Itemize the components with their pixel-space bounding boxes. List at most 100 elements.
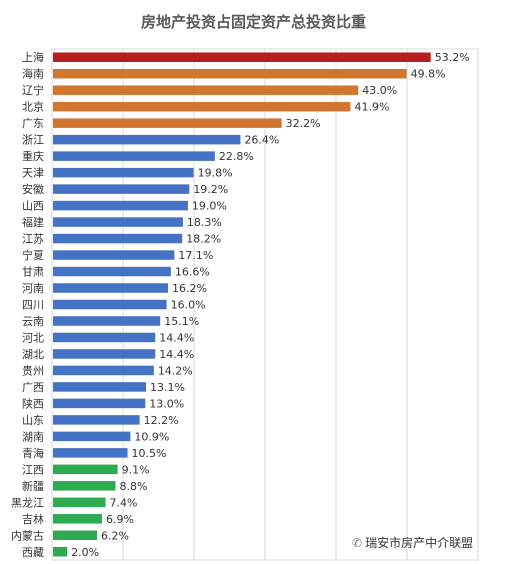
value-label: 19.2% [193, 183, 228, 196]
value-label: 26.4% [244, 134, 279, 147]
value-label: 14.4% [159, 331, 194, 344]
category-label: 山东 [22, 414, 44, 427]
bar [53, 382, 147, 392]
value-label: 41.9% [354, 101, 389, 114]
value-labels: 53.2% 49.8% 43.0% 41.9% 32.2% 26.4% 22.8% 19.8%… [71, 51, 469, 559]
category-label: 新疆 [22, 479, 44, 493]
bar [53, 497, 106, 508]
bar [53, 68, 407, 79]
category-label: 吉林 [22, 512, 44, 526]
value-label: 16.6% [175, 266, 210, 279]
bar [53, 514, 102, 524]
category-label: 北京 [22, 100, 44, 114]
value-label: 22.8% [219, 150, 254, 163]
bar [53, 151, 215, 161]
value-label: 13.1% [150, 381, 185, 394]
category-label: 河南 [22, 282, 44, 295]
category-label: 重庆 [22, 149, 44, 163]
bar [53, 316, 161, 326]
category-label: 江苏 [22, 233, 44, 246]
bar [53, 299, 167, 310]
value-label: 18.2% [186, 233, 221, 246]
value-label: 10.9% [134, 430, 169, 443]
category-labels: 上海海南辽宁北京广东浙江重庆天津安徽山西福建江苏宁夏甘肃河南四川云南河北湖北贵州… [11, 50, 44, 559]
value-label: 6.2% [101, 529, 129, 542]
value-label: 14.2% [158, 364, 193, 377]
value-label: 17.1% [178, 249, 213, 262]
bar [53, 184, 190, 194]
value-label: 9.1% [122, 463, 150, 476]
bar [53, 365, 154, 376]
value-label: 6.9% [106, 513, 134, 526]
value-label: 18.3% [187, 216, 222, 229]
bar [53, 134, 241, 145]
category-label: 广西 [22, 381, 44, 394]
category-label: 海南 [22, 67, 44, 81]
category-label: 广东 [22, 117, 44, 130]
value-label: 12.2% [144, 414, 179, 427]
bars [53, 52, 431, 557]
value-label: 15.1% [164, 315, 199, 328]
bar [53, 85, 359, 95]
watermark: ✆ 瑞安市房产中介联盟 [352, 534, 473, 551]
bar [53, 233, 183, 244]
value-label: 32.2% [286, 117, 321, 130]
category-label: 内蒙古 [11, 528, 44, 542]
bar [53, 266, 171, 277]
value-label: 10.5% [132, 447, 167, 460]
value-label: 19.0% [192, 200, 227, 213]
bar [53, 217, 183, 227]
category-label: 辽宁 [22, 83, 44, 97]
grid [51, 48, 479, 561]
category-label: 云南 [22, 315, 44, 328]
bar [53, 332, 156, 343]
category-label: 陕西 [22, 396, 44, 410]
bar [53, 101, 351, 112]
watermark-text: 瑞安市房产中介联盟 [365, 536, 474, 550]
category-label: 福建 [22, 215, 44, 229]
category-label: 青海 [22, 446, 44, 460]
value-label: 49.8% [411, 68, 446, 81]
value-label: 14.4% [159, 348, 194, 361]
bar [53, 398, 146, 409]
value-label: 13.0% [149, 397, 184, 410]
bar [53, 547, 68, 557]
category-label: 湖北 [22, 348, 44, 361]
category-label: 湖南 [22, 430, 44, 443]
bar [53, 530, 98, 541]
bar [53, 118, 282, 128]
chart-title: 房地产投资占固定资产总投资比重 [140, 13, 366, 31]
value-label: 16.0% [171, 299, 206, 312]
bar [53, 349, 156, 359]
category-label: 天津 [22, 167, 44, 180]
category-label: 江西 [22, 463, 44, 476]
value-label: 43.0% [362, 84, 397, 97]
category-label: 西藏 [22, 546, 44, 559]
category-label: 上海 [22, 50, 44, 64]
bar [53, 448, 128, 458]
value-label: 2.0% [71, 546, 99, 559]
category-label: 甘肃 [22, 266, 44, 279]
bar [53, 167, 194, 178]
bar [53, 283, 169, 293]
wechat-icon: ✆ [352, 536, 363, 550]
category-label: 安徽 [22, 182, 44, 196]
category-label: 四川 [22, 299, 44, 312]
bar [53, 250, 175, 260]
category-label: 河北 [22, 331, 44, 344]
value-label: 8.8% [119, 480, 147, 493]
value-label: 16.2% [172, 282, 207, 295]
bar [53, 481, 116, 491]
bar [53, 52, 431, 62]
value-label: 19.8% [198, 167, 233, 180]
category-label: 浙江 [22, 134, 44, 147]
value-label: 7.4% [110, 496, 138, 509]
category-label: 宁夏 [22, 248, 44, 262]
bar [53, 431, 131, 442]
category-label: 山西 [22, 200, 44, 213]
category-label: 黑龙江 [11, 496, 44, 509]
bar [53, 415, 140, 425]
bar [53, 200, 188, 211]
bar [53, 464, 118, 475]
